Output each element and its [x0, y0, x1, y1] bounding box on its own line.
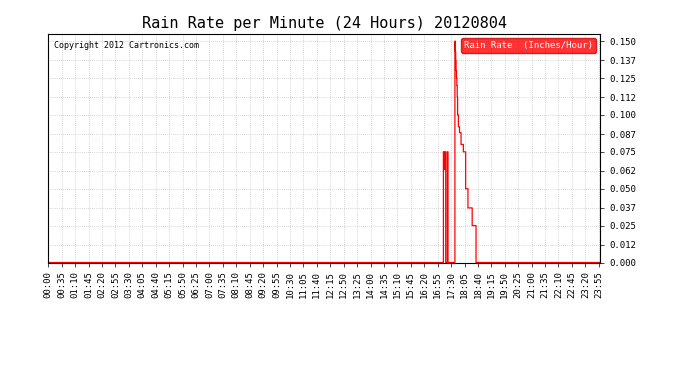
Legend: Rain Rate  (Inches/Hour): Rain Rate (Inches/Hour) [462, 38, 595, 53]
Text: Copyright 2012 Cartronics.com: Copyright 2012 Cartronics.com [54, 40, 199, 50]
Title: Rain Rate per Minute (24 Hours) 20120804: Rain Rate per Minute (24 Hours) 20120804 [142, 16, 506, 31]
